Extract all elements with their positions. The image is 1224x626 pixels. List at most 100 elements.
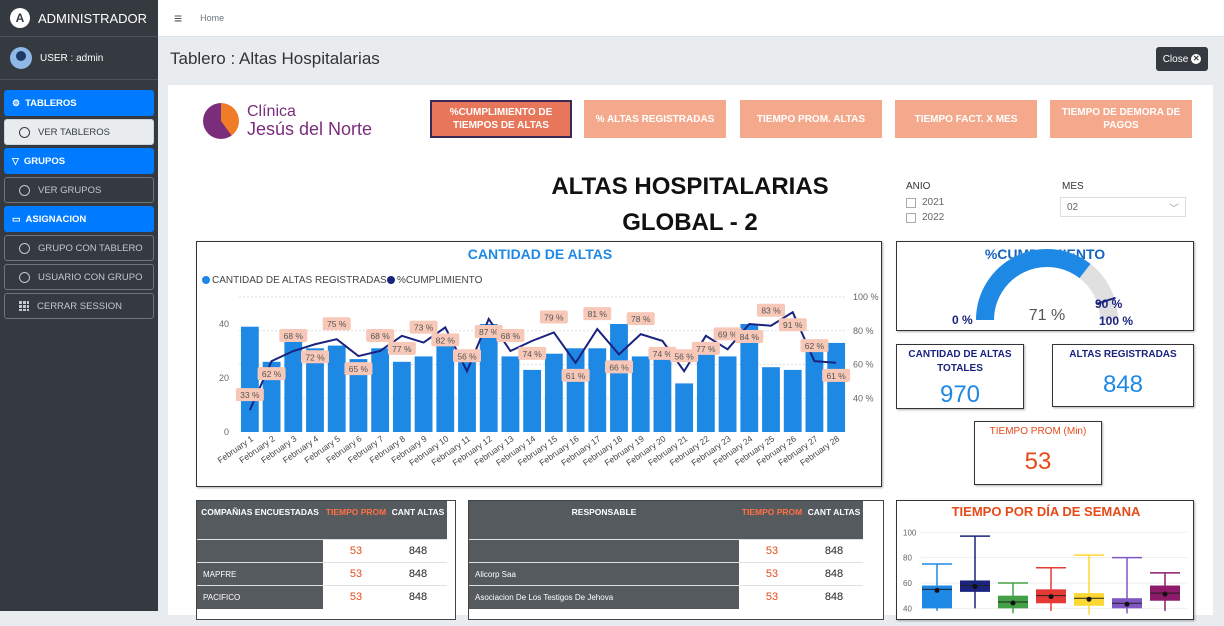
tab-tiempo-prom-altas[interactable]: TIEMPO PROM. ALTAS xyxy=(740,100,882,138)
bar[interactable] xyxy=(740,324,759,432)
table-row[interactable]: MAPFRE 53 848 xyxy=(197,562,447,586)
sidebar-item-grupos[interactable]: ▽ GRUPOS xyxy=(4,148,154,174)
bar[interactable] xyxy=(240,326,259,432)
data-label-pct: 74 % xyxy=(648,346,677,360)
box-mean xyxy=(1162,591,1168,597)
bar[interactable] xyxy=(544,353,563,432)
data-label-pct: 62 % xyxy=(800,339,829,353)
col-header-companias[interactable]: COMPAÑIAS ENCUESTADAS xyxy=(197,501,323,539)
table-row[interactable]: Alicorp Saa 53 848 xyxy=(469,562,863,586)
col-header-cant[interactable]: CANT ALTAS xyxy=(389,501,447,539)
bar[interactable] xyxy=(827,342,846,432)
col-header-tiempo[interactable]: TIEMPO PROM xyxy=(739,501,805,539)
bar[interactable] xyxy=(675,383,694,432)
box[interactable] xyxy=(998,582,1028,614)
bar[interactable] xyxy=(501,356,520,432)
year-checkbox-2021[interactable]: 2021 xyxy=(906,197,944,208)
cell-cant: 848 xyxy=(408,568,428,580)
bar[interactable] xyxy=(566,348,585,432)
col-header-tiempo[interactable]: TIEMPO PROM xyxy=(323,501,389,539)
box[interactable] xyxy=(960,535,990,609)
table-row[interactable]: PACIFICO 53 848 xyxy=(197,585,447,609)
sidebar-item-grupo-con-tablero[interactable]: GRUPO CON TABLERO xyxy=(4,235,154,261)
sidebar-item-ver-grupos[interactable]: VER GRUPOS xyxy=(4,177,154,203)
menu-toggle-icon[interactable]: ≡ xyxy=(174,10,183,26)
logo-line2: Jesús del Norte xyxy=(247,119,373,139)
bar[interactable] xyxy=(762,367,780,432)
sidebar-item-tableros[interactable]: ⚙ TABLEROS xyxy=(4,90,154,116)
year-checkbox-2022[interactable]: 2022 xyxy=(906,212,944,223)
table-row[interactable]: 53 848 xyxy=(469,539,863,563)
data-label-pct: 78 % xyxy=(626,312,655,326)
sidebar-item-asignacion[interactable]: ▭ ASIGNACION xyxy=(4,206,154,232)
col-header-cant[interactable]: CANT ALTAS xyxy=(805,501,863,539)
table-companias[interactable]: COMPAÑIAS ENCUESTADAS TIEMPO PROM CANT A… xyxy=(196,500,456,620)
sidebar-item-ver-tableros[interactable]: VER TABLEROS xyxy=(4,119,154,145)
box[interactable] xyxy=(1112,556,1142,614)
box[interactable] xyxy=(1074,554,1104,615)
data-label-pct: 74 % xyxy=(518,346,547,360)
breadcrumb-home[interactable]: Home xyxy=(200,13,225,23)
bar[interactable] xyxy=(371,348,390,432)
bar[interactable] xyxy=(696,351,715,432)
user-panel[interactable]: USER : admin xyxy=(0,37,158,80)
data-label-text: 74 % xyxy=(653,349,673,359)
circle-icon xyxy=(19,184,30,196)
table-row[interactable]: Asociacion De Los Testigos De Jehova 53 84… xyxy=(469,585,863,609)
data-label-text: 69 % xyxy=(718,329,738,339)
gauge-min: 0 % xyxy=(952,313,973,327)
tab-tiempo-demora[interactable]: TIEMPO DE DEMORA DE PAGOS xyxy=(1050,100,1192,138)
content: Tablero : Altas Hospitalarias Close ✕ Clí… xyxy=(158,37,1224,620)
bar[interactable] xyxy=(349,359,368,432)
sidebar-nav: ⚙ TABLEROS VER TABLEROS ▽ GRUPOS VER GRUPO… xyxy=(0,80,158,319)
brand[interactable]: A ADMINISTRADOR xyxy=(0,0,158,37)
bar[interactable] xyxy=(458,359,476,432)
bar[interactable] xyxy=(610,324,628,432)
data-label-bg xyxy=(670,349,699,363)
bar[interactable] xyxy=(631,356,650,432)
bar[interactable] xyxy=(306,348,324,432)
data-label-pct: 83 % xyxy=(757,303,785,317)
bar[interactable] xyxy=(392,361,411,432)
data-label-bg xyxy=(583,307,612,321)
bar[interactable] xyxy=(436,337,455,433)
bar[interactable] xyxy=(414,356,433,432)
mes-select[interactable]: 02 ﹀ xyxy=(1060,197,1186,217)
y-tick-right: 80 % xyxy=(853,326,874,336)
data-label-bg xyxy=(453,349,481,363)
tab-altas-registradas[interactable]: % ALTAS REGISTRADAS xyxy=(584,100,726,138)
sidebar-item-cerrar-session[interactable]: CERRAR SESSION xyxy=(4,293,154,319)
data-label-bg xyxy=(235,388,264,402)
box[interactable] xyxy=(1150,572,1180,611)
bar[interactable] xyxy=(783,369,802,432)
table-responsable[interactable]: RESPONSABLE TIEMPO PROM CANT ALTAS 53 848… xyxy=(468,500,884,620)
circle-icon xyxy=(19,126,30,138)
box[interactable] xyxy=(922,563,952,611)
y-tick-right: 100 % xyxy=(853,292,879,302)
data-label-bg xyxy=(301,350,329,364)
data-label-bg xyxy=(800,339,829,353)
col-header-responsable[interactable]: RESPONSABLE xyxy=(469,501,739,539)
data-label-pct: 62 % xyxy=(257,367,286,381)
close-button[interactable]: Close ✕ xyxy=(1156,47,1208,71)
logo-line1: Clínica xyxy=(247,103,296,120)
bar[interactable] xyxy=(327,345,346,432)
bar[interactable] xyxy=(805,340,824,432)
bar[interactable] xyxy=(653,351,672,432)
bar[interactable] xyxy=(523,369,542,432)
kpi-altas-totales: CANTIDAD DE ALTAS TOTALES 970 xyxy=(896,344,1024,409)
bar[interactable] xyxy=(718,356,737,432)
tab-cumplimiento[interactable]: %CUMPLIMIENTO DE TIEMPOS DE ALTAS xyxy=(430,100,572,138)
box[interactable] xyxy=(1036,567,1066,611)
data-label-pct: 82 % xyxy=(431,333,460,347)
box-mean xyxy=(1010,600,1016,606)
tab-tiempo-fact[interactable]: TIEMPO FACT. X MES xyxy=(895,100,1037,138)
bar[interactable] xyxy=(479,324,498,432)
bar[interactable] xyxy=(284,332,303,432)
data-label-bg xyxy=(626,312,655,326)
table-row[interactable]: 53 848 xyxy=(197,539,447,563)
data-label-pct: 69 % xyxy=(713,327,742,341)
dashboard-icon: ⚙ xyxy=(12,97,21,108)
bar[interactable] xyxy=(588,348,607,432)
sidebar-item-usuario-con-grupo[interactable]: USUARIO CON GRUPO xyxy=(4,264,154,290)
